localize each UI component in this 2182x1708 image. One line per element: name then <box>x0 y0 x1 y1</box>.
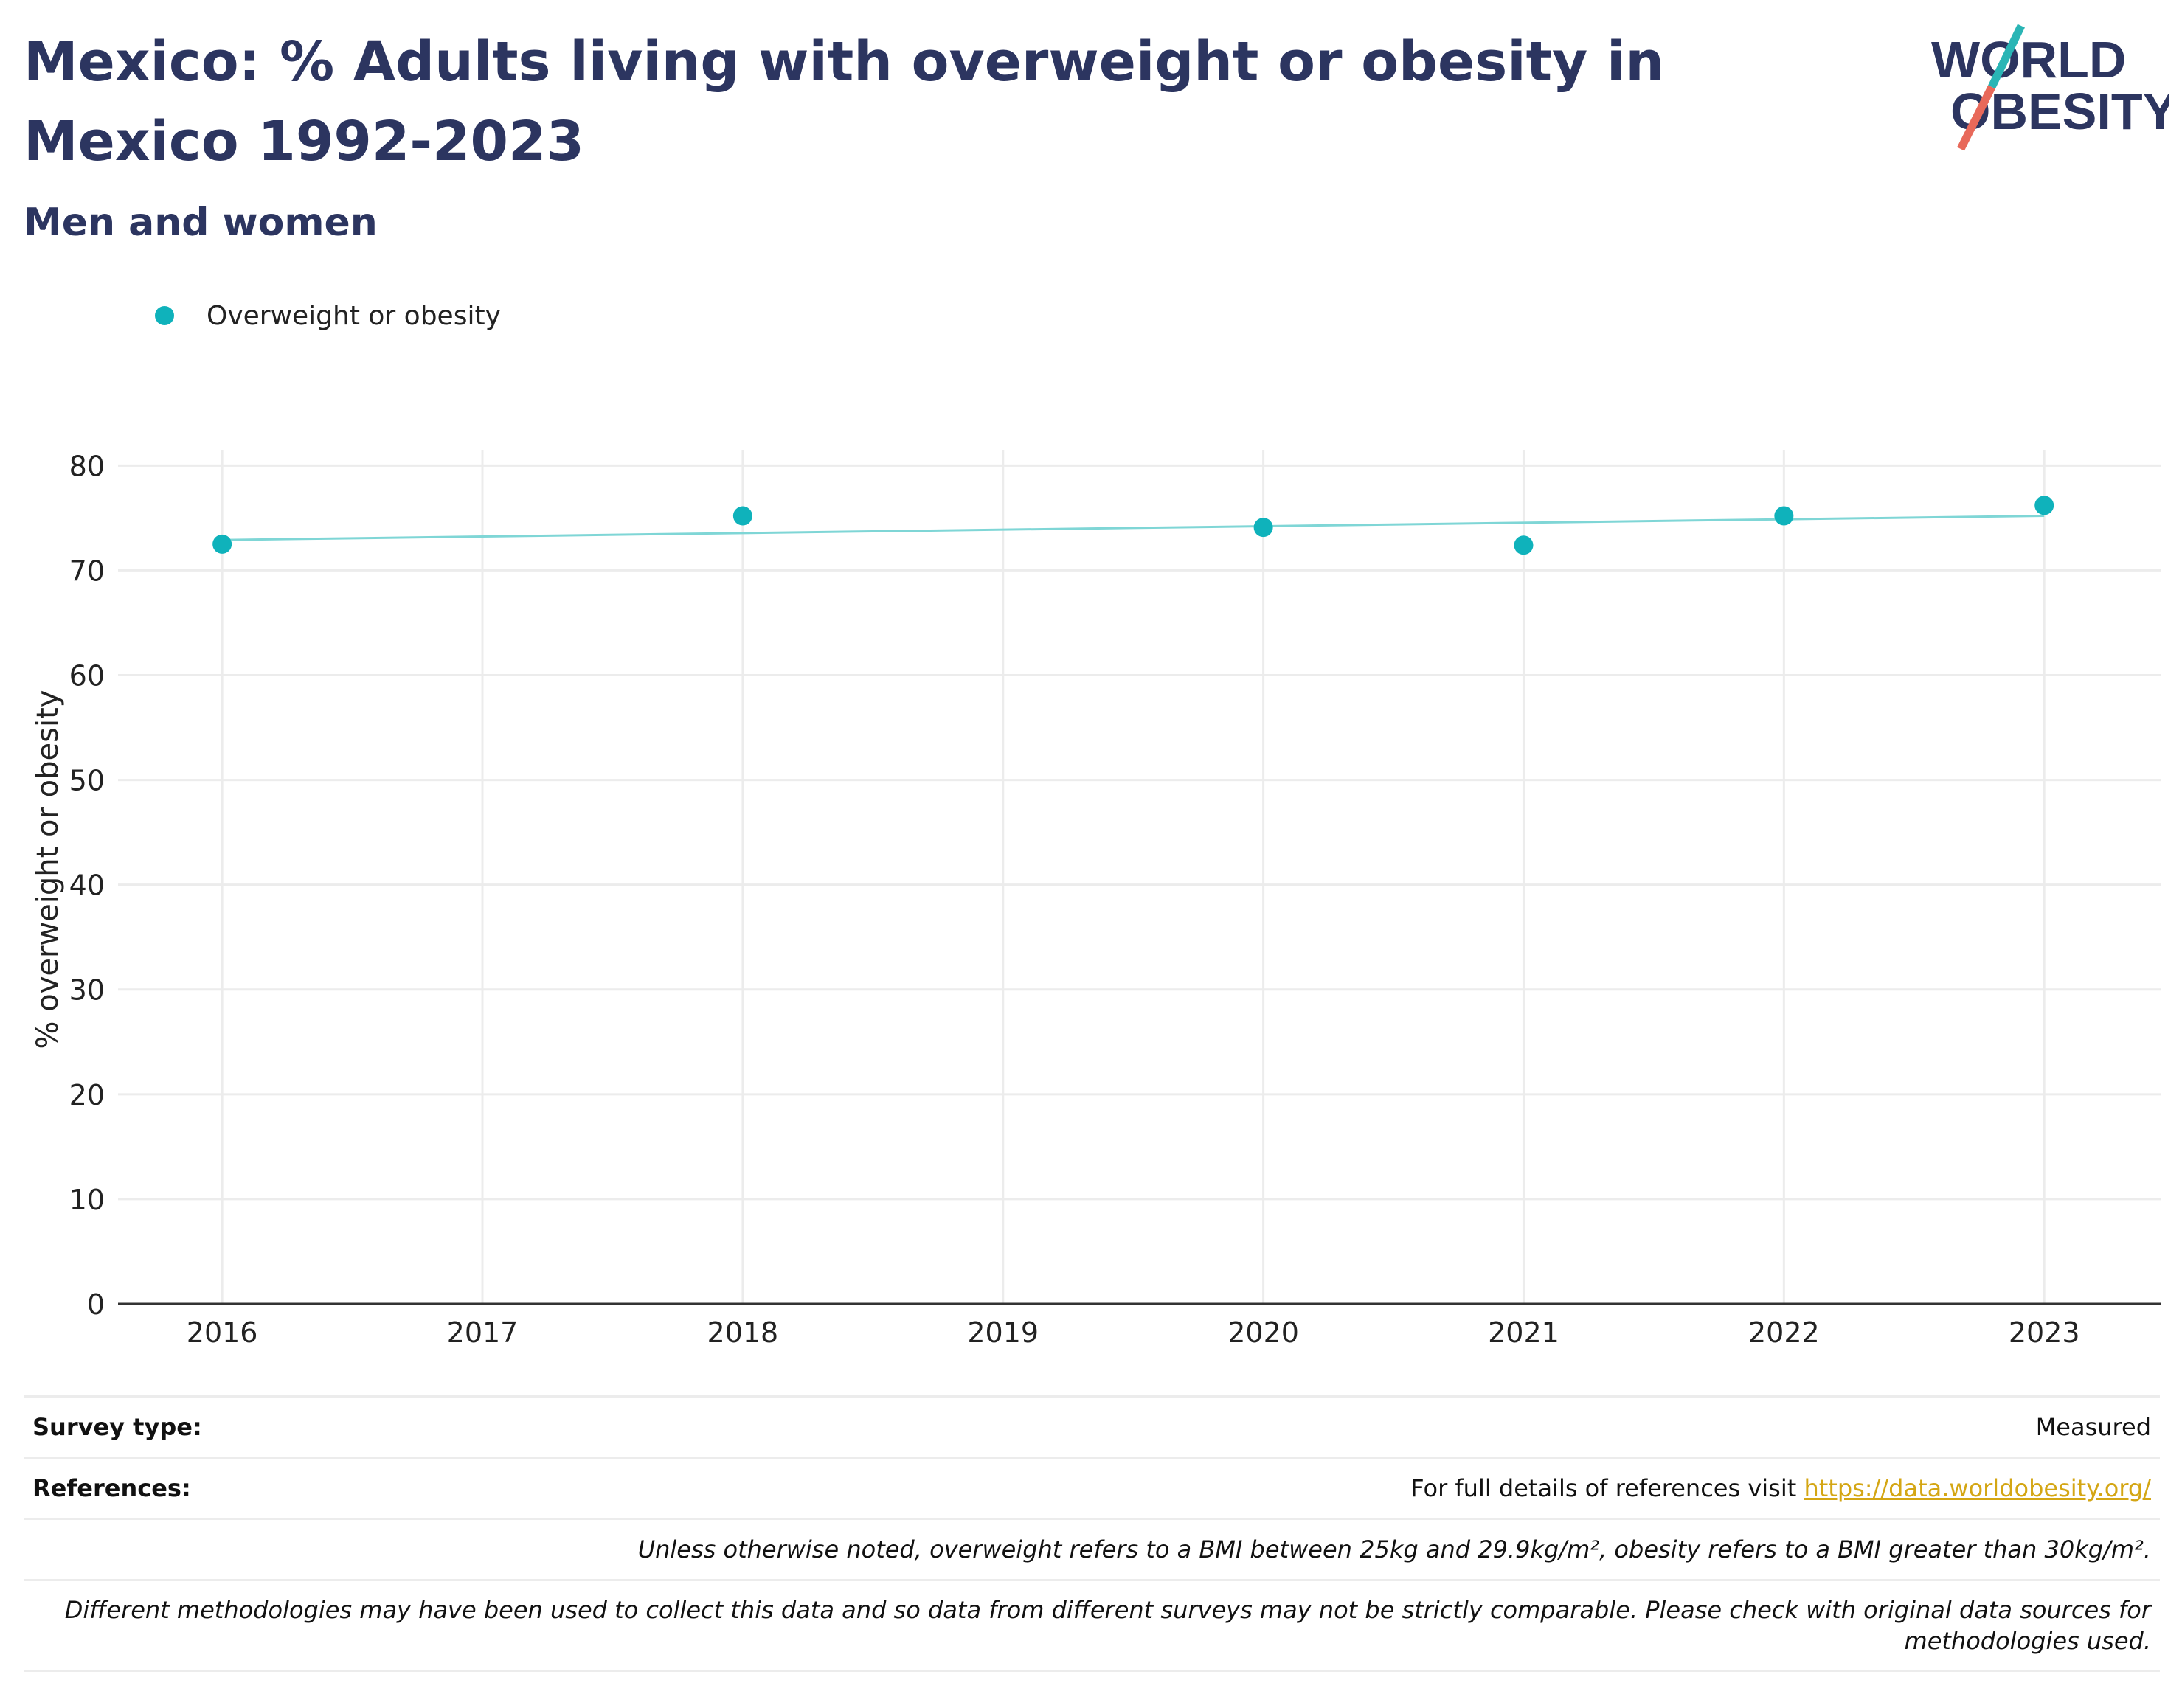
legend-label: Overweight or obesity <box>207 300 501 331</box>
y-tick-label: 80 <box>69 450 105 482</box>
references-value: For full details of references visit htt… <box>1410 1474 2151 1502</box>
x-tick-label: 2022 <box>1748 1316 1820 1349</box>
legend-marker <box>155 306 174 325</box>
data-point <box>732 506 752 526</box>
logo-line1: WORLD <box>1931 31 2126 88</box>
page-subtitle: Men and women <box>24 201 378 245</box>
data-point <box>2034 496 2054 515</box>
x-tick-label: 2016 <box>187 1316 258 1349</box>
survey-type-label: Survey type: <box>32 1413 202 1441</box>
data-point <box>1774 506 1794 526</box>
y-axis-title: % overweight or obesity <box>31 690 65 1049</box>
references-row: References: For full details of referenc… <box>24 1457 2160 1518</box>
y-tick-label: 40 <box>69 869 105 902</box>
scatter-chart: 0 10 20 30 40 50 60 70 80 2016 2017 2018 2019 2020 202… <box>31 450 2161 1349</box>
survey-type-value: Measured <box>2035 1413 2151 1441</box>
y-tick-label: 10 <box>69 1184 105 1216</box>
x-tick-label: 2021 <box>1488 1316 1559 1349</box>
references-link[interactable]: https://data.worldobesity.org/ <box>1804 1474 2151 1502</box>
page-title: Mexico: % Adults living with overweight … <box>24 30 1665 173</box>
x-tick-label: 2017 <box>447 1316 519 1349</box>
chart-legend: Overweight or obesity <box>155 295 501 336</box>
y-tick-label: 70 <box>69 555 105 587</box>
definition-note: Unless otherwise noted, overweight refer… <box>637 1535 2151 1563</box>
chart-info-table: Survey type: Measured References: For fu… <box>24 1395 2160 1672</box>
y-tick-label: 60 <box>69 659 105 692</box>
x-tick-label: 2019 <box>967 1316 1039 1349</box>
data-point <box>212 534 232 554</box>
references-text: For full details of references visit <box>1410 1474 1804 1502</box>
y-tick-label: 50 <box>69 765 105 797</box>
data-point <box>1514 535 1534 555</box>
methodology-note-row: Different methodologies may have been us… <box>24 1579 2160 1672</box>
logo-slash-red <box>1957 85 1995 151</box>
world-obesity-logo: WORLD OBESITY <box>1931 24 2169 151</box>
data-point <box>1253 518 1273 538</box>
logo-slash-teal <box>1988 24 2025 89</box>
x-tick-label: 2020 <box>1227 1316 1299 1349</box>
definition-note-row: Unless otherwise noted, overweight refer… <box>24 1518 2160 1579</box>
methodology-note: Different methodologies may have been us… <box>64 1596 2151 1655</box>
references-label: References: <box>32 1474 191 1502</box>
x-tick-label: 2018 <box>707 1316 779 1349</box>
trend-line <box>222 515 2045 541</box>
x-tick-label: 2023 <box>2009 1316 2080 1349</box>
survey-type-row: Survey type: Measured <box>24 1395 2160 1457</box>
y-tick-label: 30 <box>69 974 105 1007</box>
y-tick-label: 0 <box>87 1288 105 1321</box>
y-tick-label: 20 <box>69 1079 105 1111</box>
